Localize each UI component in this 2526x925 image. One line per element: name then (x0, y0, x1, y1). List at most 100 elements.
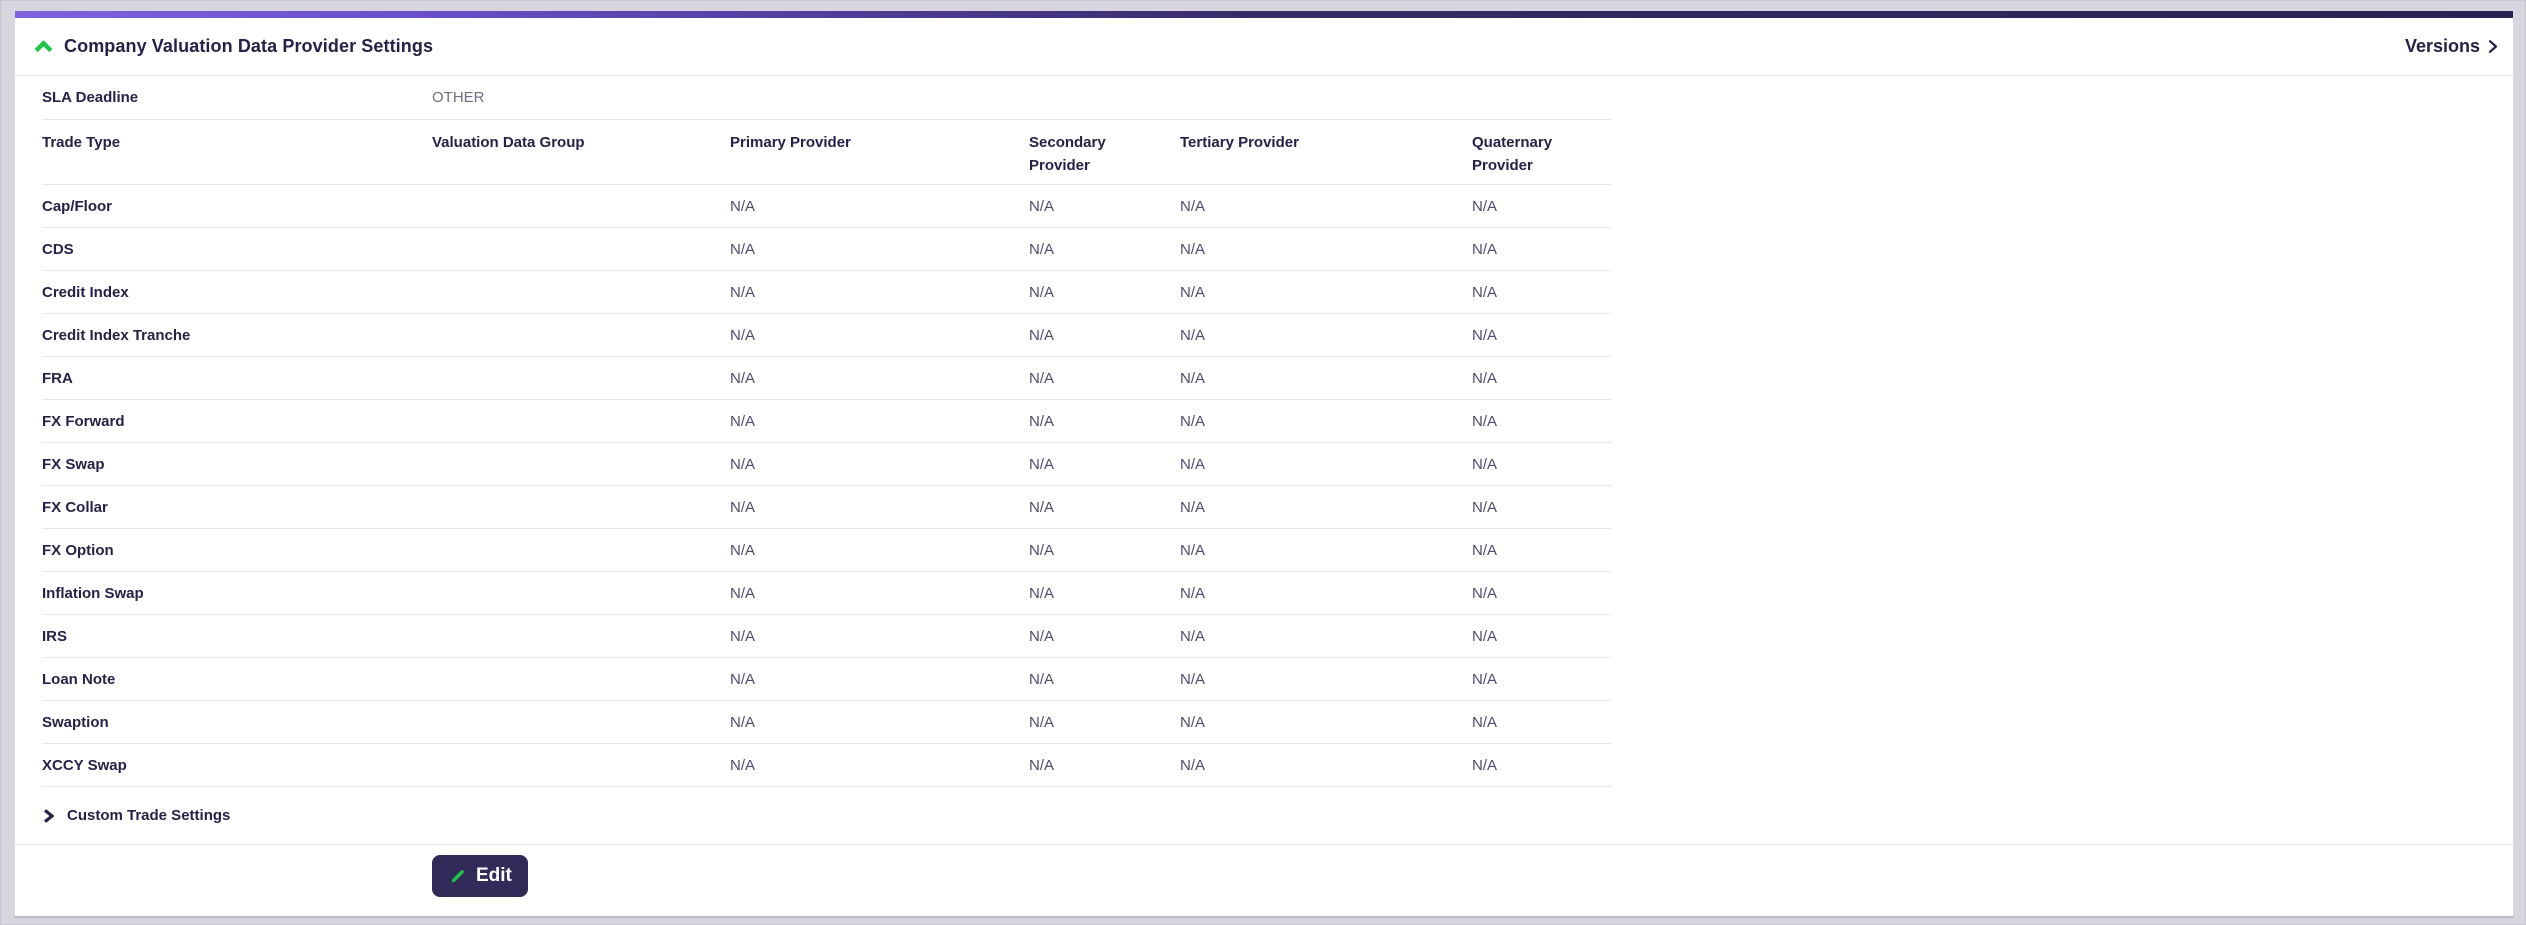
cell-secondary-provider: N/A (1029, 369, 1055, 387)
table-row: FX Option N/A N/A N/A N/A (42, 529, 1612, 572)
cell-secondary-provider: N/A (1029, 627, 1055, 645)
cell-primary-provider: N/A (730, 197, 756, 215)
table-body: Cap/Floor N/A N/A N/A N/A CDS N/A N/A N/A N/A Cred… (42, 185, 1612, 787)
cell-trade-type: FX Forward (42, 412, 125, 430)
table-row: IRS N/A N/A N/A N/A (42, 615, 1612, 658)
cell-trade-type: CDS (42, 240, 74, 258)
cell-trade-type: Inflation Swap (42, 584, 144, 602)
cell-trade-type: Swaption (42, 713, 109, 731)
column-header-quaternary-provider: Quaternary Provider (1472, 134, 1553, 175)
cell-primary-provider: N/A (730, 584, 756, 602)
cell-tertiary-provider: N/A (1180, 670, 1206, 688)
cell-tertiary-provider: N/A (1180, 369, 1206, 387)
sla-deadline-value: OTHER (432, 89, 485, 106)
cell-tertiary-provider: N/A (1180, 713, 1206, 731)
cell-trade-type: Credit Index (42, 283, 129, 301)
edit-zone: Edit (432, 855, 2513, 897)
table-header-row: Trade Type Valuation Data Group Primary … (42, 120, 1612, 185)
table-row: FX Collar N/A N/A N/A N/A (42, 486, 1612, 529)
cell-primary-provider: N/A (730, 670, 756, 688)
cell-trade-type: XCCY Swap (42, 756, 127, 774)
cell-primary-provider: N/A (730, 455, 756, 473)
cell-secondary-provider: N/A (1029, 412, 1055, 430)
cell-tertiary-provider: N/A (1180, 455, 1206, 473)
column-header-primary-provider: Primary Provider (730, 134, 851, 151)
cell-quaternary-provider: N/A (1472, 498, 1498, 516)
cell-quaternary-provider: N/A (1472, 713, 1498, 731)
cell-quaternary-provider: N/A (1472, 455, 1498, 473)
cell-quaternary-provider: N/A (1472, 369, 1498, 387)
edit-button-label: Edit (476, 865, 512, 886)
cell-secondary-provider: N/A (1029, 498, 1055, 516)
page-title: Company Valuation Data Provider Settings (64, 36, 434, 56)
table-row: FX Forward N/A N/A N/A N/A (42, 400, 1612, 443)
table-row: Credit Index Tranche N/A N/A N/A N/A (42, 314, 1612, 357)
custom-trade-settings-label: Custom Trade Settings (67, 807, 231, 824)
column-header-secondary-provider: Secondary Provider (1029, 134, 1106, 175)
cell-trade-type: Loan Note (42, 670, 116, 688)
sla-deadline-row: SLA Deadline OTHER (42, 76, 1612, 120)
accent-gradient-bar (15, 11, 2513, 18)
cell-quaternary-provider: N/A (1472, 756, 1498, 774)
custom-trade-settings-toggle[interactable]: Custom Trade Settings (15, 787, 2513, 845)
cell-secondary-provider: N/A (1029, 670, 1055, 688)
cell-tertiary-provider: N/A (1180, 541, 1206, 559)
table-row: FX Swap N/A N/A N/A N/A (42, 443, 1612, 486)
cell-trade-type: FX Collar (42, 498, 108, 516)
cell-primary-provider: N/A (730, 541, 756, 559)
cell-trade-type: Credit Index Tranche (42, 326, 191, 344)
cell-quaternary-provider: N/A (1472, 412, 1498, 430)
cell-primary-provider: N/A (730, 713, 756, 731)
cell-tertiary-provider: N/A (1180, 627, 1206, 645)
cell-tertiary-provider: N/A (1180, 240, 1206, 258)
cell-tertiary-provider: N/A (1180, 326, 1206, 344)
cell-trade-type: FX Option (42, 541, 114, 559)
cell-tertiary-provider: N/A (1180, 197, 1206, 215)
column-header-trade-type: Trade Type (42, 134, 121, 151)
table-row: Swaption N/A N/A N/A N/A (42, 701, 1612, 744)
card-header: Company Valuation Data Provider Settings… (15, 18, 2513, 76)
cell-tertiary-provider: N/A (1180, 283, 1206, 301)
cell-secondary-provider: N/A (1029, 326, 1055, 344)
cell-secondary-provider: N/A (1029, 756, 1055, 774)
table-row: CDS N/A N/A N/A N/A (42, 228, 1612, 271)
cell-tertiary-provider: N/A (1180, 498, 1206, 516)
column-header-valuation-data-group: Valuation Data Group (432, 134, 585, 151)
cell-primary-provider: N/A (730, 756, 756, 774)
cell-trade-type: IRS (42, 627, 68, 645)
cell-quaternary-provider: N/A (1472, 283, 1498, 301)
cell-quaternary-provider: N/A (1472, 197, 1498, 215)
cell-secondary-provider: N/A (1029, 283, 1055, 301)
versions-link[interactable]: Versions (2405, 36, 2498, 57)
provider-table: SLA Deadline OTHER Trade Type Valuation … (42, 76, 1612, 787)
table-row: XCCY Swap N/A N/A N/A N/A (42, 744, 1612, 787)
cell-secondary-provider: N/A (1029, 541, 1055, 559)
cell-tertiary-provider: N/A (1180, 756, 1206, 774)
table-row: Inflation Swap N/A N/A N/A N/A (42, 572, 1612, 615)
cell-primary-provider: N/A (730, 627, 756, 645)
chevron-right-icon (2488, 39, 2498, 54)
cell-secondary-provider: N/A (1029, 713, 1055, 731)
cell-primary-provider: N/A (730, 412, 756, 430)
cell-tertiary-provider: N/A (1180, 584, 1206, 602)
settings-card: Company Valuation Data Provider Settings… (14, 11, 2514, 916)
cell-trade-type: Cap/Floor (42, 197, 112, 215)
cell-tertiary-provider: N/A (1180, 412, 1206, 430)
chevron-up-icon (34, 40, 53, 53)
chevron-right-icon (42, 808, 55, 824)
sla-deadline-label: SLA Deadline (42, 89, 139, 106)
collapse-section-button[interactable] (34, 40, 53, 53)
edit-button[interactable]: Edit (432, 855, 528, 897)
pencil-icon (448, 867, 467, 886)
cell-trade-type: FX Swap (42, 455, 105, 473)
cell-quaternary-provider: N/A (1472, 240, 1498, 258)
table-row: Cap/Floor N/A N/A N/A N/A (42, 185, 1612, 228)
table-row: FRA N/A N/A N/A N/A (42, 357, 1612, 400)
cell-quaternary-provider: N/A (1472, 627, 1498, 645)
cell-secondary-provider: N/A (1029, 197, 1055, 215)
cell-secondary-provider: N/A (1029, 240, 1055, 258)
cell-secondary-provider: N/A (1029, 455, 1055, 473)
versions-link-label: Versions (2404, 36, 2480, 56)
cell-quaternary-provider: N/A (1472, 541, 1498, 559)
